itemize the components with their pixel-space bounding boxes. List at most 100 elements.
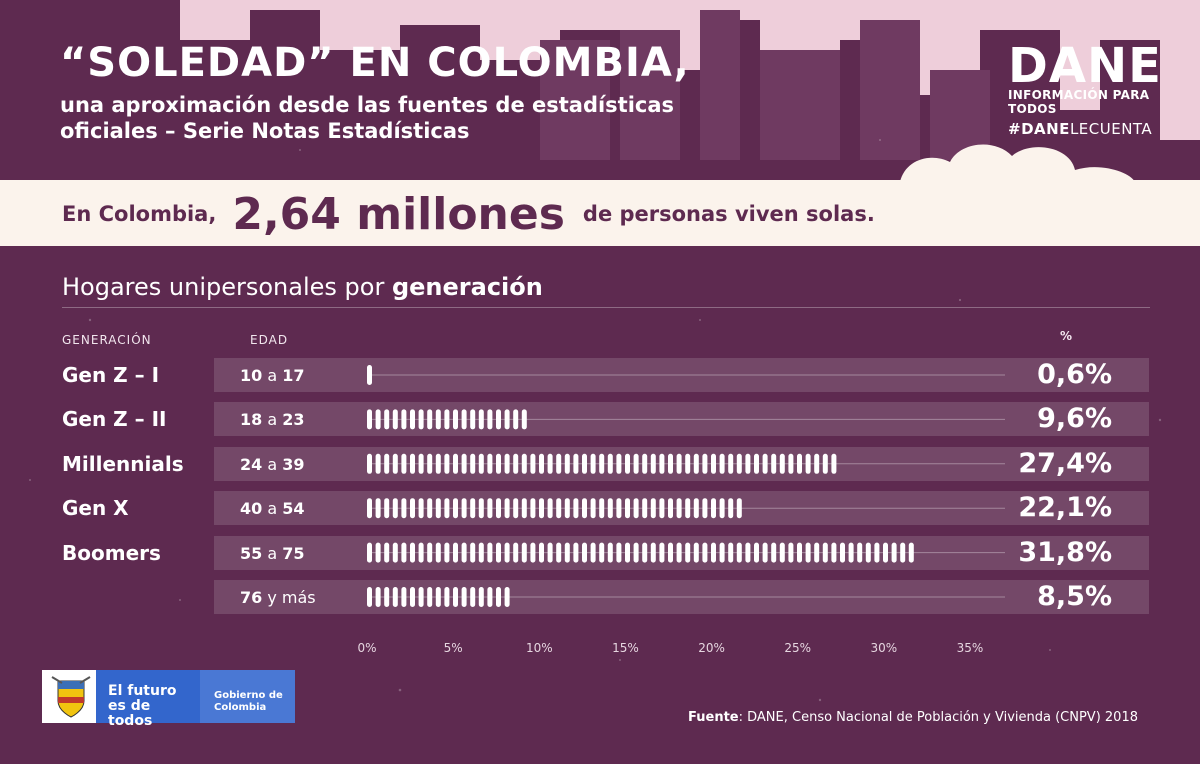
bar-pill bbox=[590, 498, 596, 519]
bar-pill bbox=[513, 498, 519, 519]
bar-pill bbox=[367, 587, 372, 607]
bar-pill bbox=[728, 542, 734, 563]
bar-pill bbox=[401, 498, 407, 519]
bar-pill bbox=[444, 542, 450, 563]
value-label: 0,6% bbox=[1037, 359, 1112, 390]
bar-pill bbox=[375, 587, 381, 607]
bar-pill bbox=[435, 498, 441, 519]
x-tick-label: 15% bbox=[612, 641, 639, 655]
bar-pill bbox=[418, 498, 424, 519]
bar-pill bbox=[504, 409, 510, 430]
sky-shape bbox=[180, 0, 1200, 140]
bar-pill bbox=[444, 409, 450, 430]
bar-pill bbox=[521, 498, 527, 519]
bar-pill bbox=[659, 498, 665, 519]
bar-pill bbox=[384, 498, 390, 519]
bar bbox=[367, 453, 837, 474]
source-label: Fuente bbox=[688, 710, 739, 725]
age-range-label: 76 y más bbox=[240, 588, 316, 607]
bar-pill bbox=[779, 542, 785, 563]
bar-pill bbox=[496, 587, 501, 607]
bar-pill bbox=[367, 365, 372, 385]
bar-pill bbox=[392, 453, 398, 474]
bar-pill bbox=[375, 542, 381, 563]
bar-pill bbox=[401, 453, 407, 474]
bar-pill bbox=[478, 542, 484, 563]
bar-pill bbox=[367, 498, 372, 519]
bar-pill bbox=[702, 498, 708, 519]
bar-pill bbox=[504, 542, 510, 563]
bar-pill bbox=[401, 542, 407, 563]
bar-pill bbox=[788, 542, 794, 563]
bar-pill bbox=[547, 542, 553, 563]
bar-pill bbox=[857, 542, 863, 563]
bar-pill bbox=[590, 453, 596, 474]
bar bbox=[367, 365, 372, 385]
age-range-label: 18 a 23 bbox=[240, 410, 305, 430]
bar-pill bbox=[779, 453, 785, 474]
bar-pill bbox=[453, 587, 458, 607]
bar-pill bbox=[814, 453, 820, 474]
bar-pill bbox=[564, 453, 570, 474]
bar-pill bbox=[521, 453, 527, 474]
bar-pill bbox=[599, 453, 605, 474]
bar-pill bbox=[668, 542, 673, 563]
bar-pill bbox=[650, 542, 656, 563]
bar-pill bbox=[418, 587, 424, 607]
highlight-text: En Colombia, 2,64 millones de personas v… bbox=[62, 186, 875, 242]
colombia-coat-of-arms-icon bbox=[51, 676, 91, 718]
skyline-buildings bbox=[540, 10, 990, 160]
bar-pill bbox=[822, 453, 828, 474]
bar-pill bbox=[410, 409, 415, 430]
bar-pill bbox=[556, 542, 562, 563]
bar-pill bbox=[521, 409, 527, 430]
bar bbox=[367, 542, 914, 563]
bar-pill bbox=[797, 453, 802, 474]
bar-pill bbox=[410, 587, 415, 607]
bar-pill bbox=[814, 542, 820, 563]
bar-pill bbox=[891, 542, 897, 563]
bar-pill bbox=[719, 453, 725, 474]
bar-pill bbox=[676, 498, 682, 519]
bar-pill bbox=[496, 409, 501, 430]
bar-pill bbox=[444, 453, 450, 474]
bar-pill bbox=[384, 542, 390, 563]
bar-pill bbox=[556, 453, 562, 474]
section-title-regular: Hogares unipersonales por bbox=[62, 273, 385, 301]
bar-pill bbox=[805, 542, 811, 563]
bar-pill bbox=[573, 498, 579, 519]
bar-pill bbox=[556, 498, 562, 519]
bar-pill bbox=[367, 453, 372, 474]
bar-pill bbox=[685, 542, 691, 563]
bar-pill bbox=[453, 409, 458, 430]
bar-pill bbox=[676, 542, 682, 563]
bar-pill bbox=[478, 587, 484, 607]
bar-pill bbox=[848, 542, 854, 563]
age-range-label: 24 a 39 bbox=[240, 454, 305, 474]
bar-pill bbox=[616, 498, 622, 519]
bar-pill bbox=[805, 453, 811, 474]
bar-pill bbox=[745, 453, 751, 474]
bar-pill bbox=[693, 542, 699, 563]
column-header-generation: GENERACIÓN bbox=[62, 333, 152, 347]
bar-pill bbox=[659, 453, 665, 474]
section-title: Hogares unipersonales por generación bbox=[62, 273, 543, 301]
bar-pill bbox=[461, 587, 467, 607]
bar bbox=[367, 498, 742, 519]
bar-pill bbox=[582, 453, 587, 474]
bar-pill bbox=[504, 498, 510, 519]
bar-pill bbox=[822, 542, 828, 563]
bar-pill bbox=[530, 498, 536, 519]
bar-pill bbox=[496, 453, 501, 474]
bar-pill bbox=[539, 498, 544, 519]
bar-pill bbox=[392, 587, 398, 607]
section-title-bold: generación bbox=[391, 273, 543, 301]
bar-pill bbox=[599, 542, 605, 563]
bar-pill bbox=[461, 453, 467, 474]
bar-pill bbox=[702, 542, 708, 563]
bar-pill bbox=[375, 453, 381, 474]
bar-pill bbox=[762, 542, 768, 563]
dane-tagline: INFORMACIÓN PARA TODOS bbox=[1008, 88, 1150, 116]
starfield bbox=[29, 139, 1162, 702]
bar-pill bbox=[487, 498, 493, 519]
